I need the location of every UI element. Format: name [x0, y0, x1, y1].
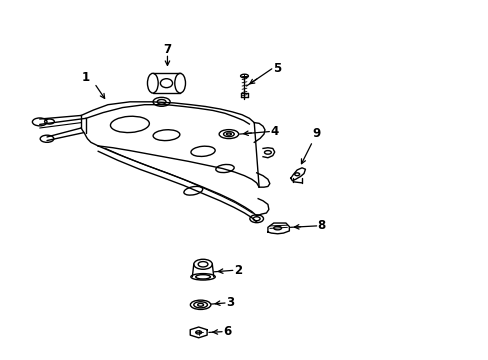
Text: 4: 4 [270, 125, 278, 138]
Text: 6: 6 [223, 325, 231, 338]
Text: 5: 5 [272, 62, 281, 75]
Text: 7: 7 [163, 42, 171, 55]
Text: 8: 8 [317, 219, 325, 233]
Text: 1: 1 [82, 71, 90, 84]
Text: 9: 9 [312, 127, 320, 140]
Text: 3: 3 [225, 296, 234, 309]
Text: 2: 2 [233, 264, 242, 277]
